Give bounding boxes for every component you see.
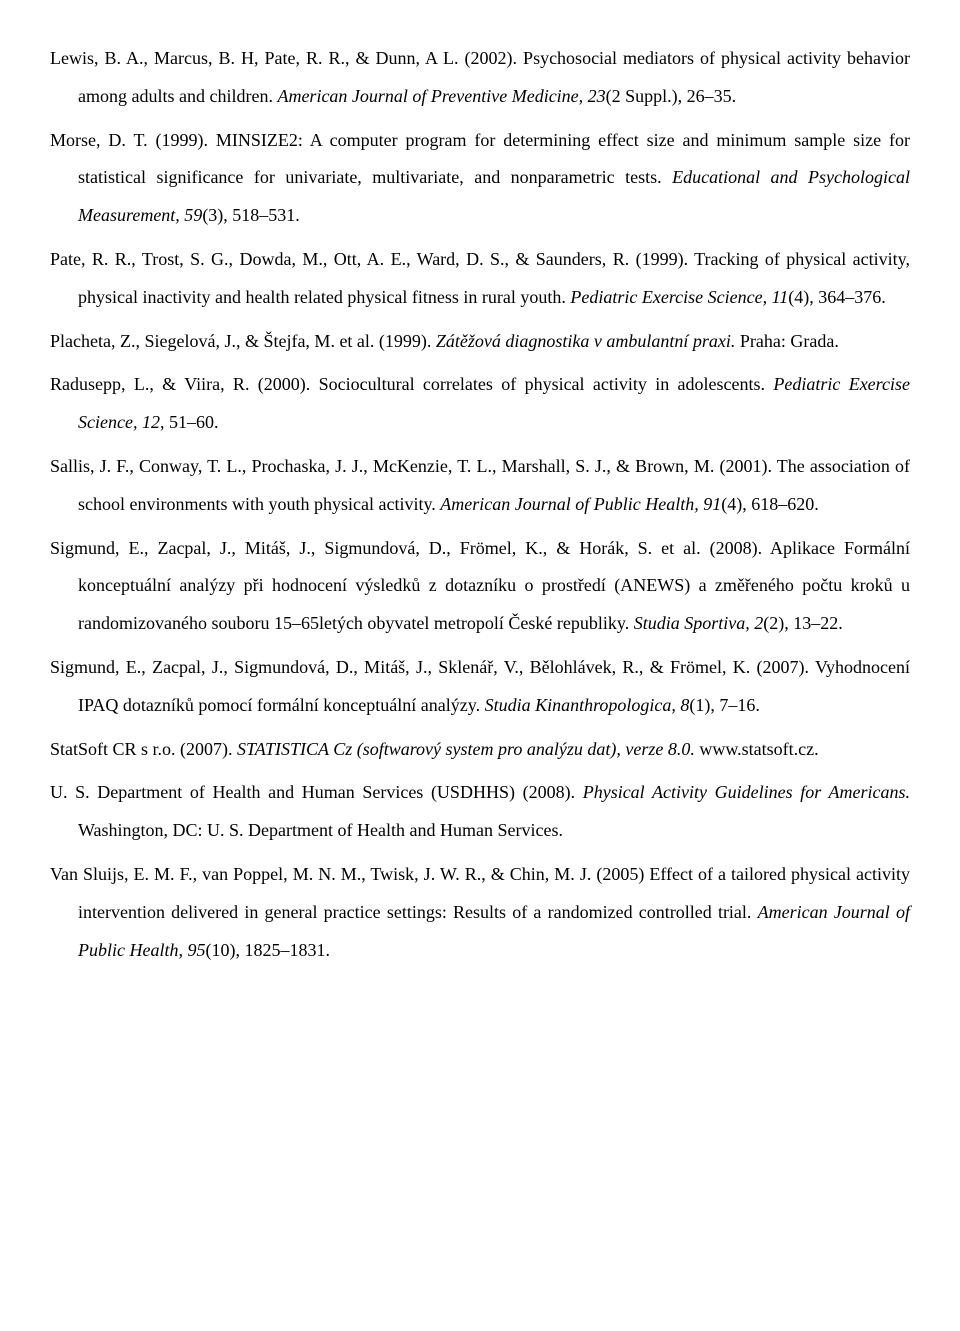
- reference-entry: U. S. Department of Health and Human Ser…: [50, 774, 910, 850]
- reference-list: Lewis, B. A., Marcus, B. H, Pate, R. R.,…: [50, 40, 910, 969]
- reference-italic-segment: STATISTICA Cz (softwarový system pro ana…: [237, 739, 695, 759]
- reference-entry: StatSoft CR s r.o. (2007). STATISTICA Cz…: [50, 731, 910, 769]
- reference-text-segment: (2), 13–22.: [763, 613, 843, 633]
- reference-text-segment: (1), 7–16.: [689, 695, 760, 715]
- reference-italic-segment: American Journal of Preventive Medicine,…: [277, 86, 605, 106]
- reference-text-segment: Praha: Grada.: [735, 331, 838, 351]
- reference-text-segment: www.statsoft.cz.: [695, 739, 819, 759]
- reference-italic-segment: Studia Kinanthropologica, 8: [485, 695, 690, 715]
- reference-text-segment: Sigmund, E., Zacpal, J., Sigmundová, D.,…: [50, 657, 910, 715]
- reference-entry: Placheta, Z., Siegelová, J., & Štejfa, M…: [50, 323, 910, 361]
- reference-text-segment: (3), 518–531.: [202, 205, 300, 225]
- reference-entry: Van Sluijs, E. M. F., van Poppel, M. N. …: [50, 856, 910, 969]
- reference-text-segment: (4), 364–376.: [788, 287, 886, 307]
- reference-text-segment: Placheta, Z., Siegelová, J., & Štejfa, M…: [50, 331, 436, 351]
- reference-italic-segment: American Journal of Public Health, 91: [440, 494, 721, 514]
- reference-italic-segment: Physical Activity Guidelines for America…: [583, 782, 910, 802]
- reference-entry: Sigmund, E., Zacpal, J., Sigmundová, D.,…: [50, 649, 910, 725]
- reference-italic-segment: Studia Sportiva, 2: [634, 613, 764, 633]
- reference-text-segment: (2 Suppl.), 26–35.: [606, 86, 737, 106]
- reference-text-segment: , 51–60.: [160, 412, 219, 432]
- reference-text-segment: StatSoft CR s r.o. (2007).: [50, 739, 237, 759]
- reference-italic-segment: Zátěžová diagnostika v ambulantní praxi.: [436, 331, 735, 351]
- reference-entry: Pate, R. R., Trost, S. G., Dowda, M., Ot…: [50, 241, 910, 317]
- reference-entry: Morse, D. T. (1999). MINSIZE2: A compute…: [50, 122, 910, 235]
- reference-entry: Lewis, B. A., Marcus, B. H, Pate, R. R.,…: [50, 40, 910, 116]
- reference-text-segment: (4), 618–620.: [721, 494, 819, 514]
- reference-italic-segment: Pediatric Exercise Science, 11: [570, 287, 788, 307]
- reference-entry: Radusepp, L., & Viira, R. (2000). Socioc…: [50, 366, 910, 442]
- reference-text-segment: Radusepp, L., & Viira, R. (2000). Socioc…: [50, 374, 773, 394]
- reference-entry: Sallis, J. F., Conway, T. L., Prochaska,…: [50, 448, 910, 524]
- reference-text-segment: U. S. Department of Health and Human Ser…: [50, 782, 583, 802]
- reference-text-segment: Washington, DC: U. S. Department of Heal…: [78, 820, 563, 840]
- reference-text-segment: (10), 1825–1831.: [205, 940, 330, 960]
- reference-entry: Sigmund, E., Zacpal, J., Mitáš, J., Sigm…: [50, 530, 910, 643]
